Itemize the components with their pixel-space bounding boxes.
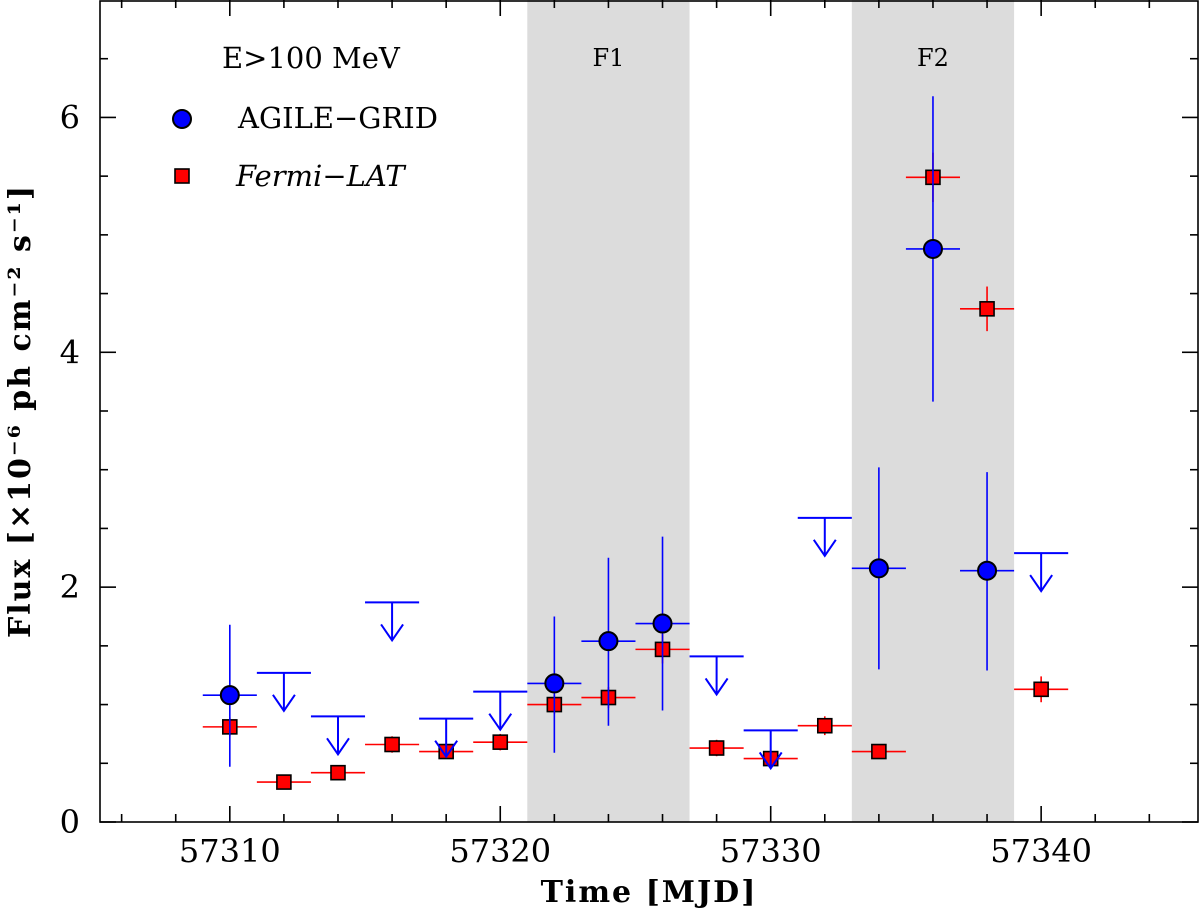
agile-marker — [219, 685, 240, 706]
ul-arrowhead — [380, 623, 404, 643]
agile-upper-limits — [256, 516, 1069, 771]
ul-arrowhead — [326, 737, 350, 757]
agile-point — [581, 557, 636, 726]
agile-point — [960, 472, 1015, 671]
legend-agile-marker — [172, 109, 192, 129]
agile-upper-limit — [256, 671, 311, 713]
fermi-marker — [979, 301, 995, 317]
x-axis-label: Time [MJD] — [541, 875, 758, 910]
ul-arrowhead — [758, 751, 783, 771]
agile-upper-limit — [1014, 552, 1069, 593]
legend-agile-label: AGILE−GRID — [237, 101, 438, 135]
agile-upper-limit — [797, 516, 852, 558]
y-tick-label: 4 — [60, 333, 80, 371]
agile-series — [202, 96, 1015, 767]
fermi-marker — [816, 717, 833, 734]
agile-upper-limit — [310, 715, 366, 757]
agile-marker — [652, 613, 673, 634]
fermi-point — [310, 764, 366, 781]
agile-point — [905, 96, 961, 402]
agile-marker — [868, 558, 889, 579]
region-label-f2: F2 — [917, 44, 949, 72]
fermi-point — [473, 733, 528, 751]
ul-arrowhead — [488, 713, 513, 732]
agile-point — [202, 624, 257, 767]
fermi-marker — [708, 740, 725, 756]
fermi-marker — [871, 743, 887, 760]
agile-point — [527, 616, 582, 753]
agile-upper-limit — [743, 729, 798, 771]
fermi-marker — [492, 734, 509, 750]
flare-regions — [527, 0, 1015, 822]
axis-ticks — [100, 0, 1198, 823]
agile-upper-limit — [689, 655, 744, 697]
agile-upper-limit — [365, 601, 420, 643]
fermi-point — [1014, 676, 1069, 703]
legend-title: E>100 MeV — [222, 41, 401, 75]
x-tick-label: 57330 — [720, 832, 822, 870]
y-tick-label: 6 — [60, 98, 80, 136]
fermi-point — [256, 774, 311, 790]
fermi-marker — [384, 736, 400, 753]
ul-arrowhead — [1029, 574, 1053, 593]
ul-arrowhead — [704, 677, 729, 697]
fermi-point — [365, 736, 420, 753]
x-tick-label: 57340 — [990, 832, 1092, 870]
agile-marker — [977, 560, 998, 581]
x-tick-label: 57310 — [179, 832, 281, 870]
agile-upper-limit — [473, 690, 528, 732]
fermi-point — [960, 286, 1015, 332]
region-label-f1: F1 — [592, 44, 624, 72]
fermi-point — [689, 739, 744, 757]
flare-region-labels: F1 F2 — [592, 44, 948, 72]
legend-fermi-square — [174, 168, 190, 184]
legend: E>100 MeV AGILE−GRID Fermi−LAT — [172, 41, 438, 193]
legend-fermi-marker — [174, 168, 190, 184]
fermi-marker — [276, 774, 292, 790]
agile-marker — [922, 238, 943, 259]
agile-point — [635, 536, 690, 711]
legend-fermi-label: Fermi−LAT — [235, 159, 407, 193]
ul-arrowhead — [434, 740, 458, 759]
y-tick-label: 2 — [60, 568, 80, 606]
agile-upper-limit — [419, 717, 474, 759]
y-axis-label: Flux [×10⁻⁶ ph cm⁻² s⁻¹] — [3, 184, 38, 638]
ul-arrowhead — [812, 539, 837, 558]
legend-agile-circle — [172, 109, 192, 129]
fermi-point — [797, 716, 852, 736]
x-tick-label: 57320 — [449, 832, 551, 870]
fermi-marker — [1033, 681, 1049, 698]
y-tick-label: 0 — [60, 803, 80, 841]
agile-marker — [598, 631, 619, 652]
axis-tick-labels: 57310 57320 57330 57340 0 2 4 6 — [60, 98, 1092, 870]
ul-arrowhead — [272, 694, 296, 713]
fermi-marker — [330, 764, 346, 781]
agile-point — [851, 467, 906, 670]
fermi-point — [851, 743, 906, 760]
agile-marker — [544, 673, 565, 694]
